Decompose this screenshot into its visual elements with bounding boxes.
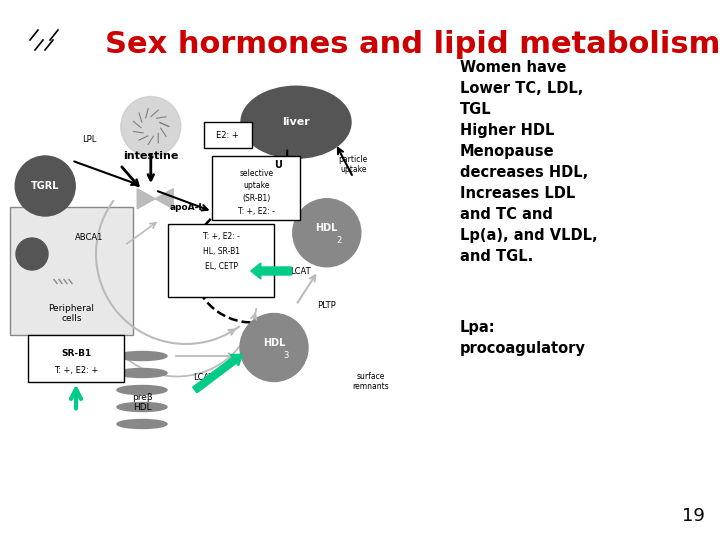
- Text: Women have
Lower TC, LDL,
TGL
Higher HDL
Menopause
decreases HDL,
Increases LDL
: Women have Lower TC, LDL, TGL Higher HDL…: [460, 60, 598, 264]
- Text: Peripheral
cells: Peripheral cells: [49, 304, 94, 323]
- Text: uptake: uptake: [243, 181, 270, 191]
- Polygon shape: [138, 189, 156, 209]
- Circle shape: [15, 156, 75, 216]
- Bar: [168, 224, 274, 296]
- FancyArrow shape: [193, 354, 243, 393]
- Text: Lpa:
procoagulatory: Lpa: procoagulatory: [460, 320, 586, 356]
- Text: T: +, E2: -: T: +, E2: -: [238, 207, 275, 216]
- Text: LPL: LPL: [82, 135, 96, 144]
- Text: apoA-I: apoA-I: [170, 202, 202, 212]
- Circle shape: [240, 314, 308, 381]
- Ellipse shape: [121, 97, 181, 157]
- Text: E2: +: E2: +: [217, 131, 239, 139]
- Ellipse shape: [241, 86, 351, 158]
- Text: ABCA1: ABCA1: [75, 233, 104, 241]
- Text: selective: selective: [239, 168, 274, 178]
- Ellipse shape: [117, 402, 167, 411]
- Text: EL, CETP: EL, CETP: [204, 262, 238, 271]
- Text: 2: 2: [336, 237, 341, 245]
- Text: (SR-B1): (SR-B1): [242, 194, 271, 203]
- Bar: [10, 207, 133, 335]
- Text: liver: liver: [282, 117, 310, 127]
- Text: HDL: HDL: [315, 222, 338, 233]
- Text: TGRL: TGRL: [31, 181, 60, 191]
- Text: 3: 3: [283, 351, 289, 360]
- Text: T: +, E2: -: T: +, E2: -: [203, 233, 240, 241]
- Ellipse shape: [117, 352, 167, 361]
- Ellipse shape: [117, 386, 167, 395]
- Ellipse shape: [117, 368, 167, 377]
- Text: PLTP: PLTP: [318, 300, 336, 309]
- Text: SR-B1: SR-B1: [61, 349, 91, 359]
- Bar: [27, 335, 125, 381]
- Text: HL, SR-B1: HL, SR-B1: [203, 247, 240, 256]
- Text: preβ
HDL: preβ HDL: [132, 393, 153, 413]
- Ellipse shape: [117, 420, 167, 429]
- Text: surface
remnants: surface remnants: [352, 372, 390, 391]
- FancyArrow shape: [251, 263, 292, 279]
- Text: LCAT: LCAT: [290, 267, 311, 275]
- Text: 19: 19: [682, 507, 705, 525]
- Text: HDL: HDL: [263, 338, 285, 348]
- Text: T: +, E2: +: T: +, E2: +: [54, 366, 98, 375]
- Circle shape: [16, 238, 48, 270]
- Circle shape: [335, 346, 407, 417]
- Bar: [212, 156, 300, 220]
- Bar: [204, 122, 252, 148]
- Text: intestine: intestine: [123, 151, 179, 161]
- Text: U: U: [274, 160, 282, 170]
- Circle shape: [293, 199, 361, 267]
- Text: Sex hormones and lipid metabolism: Sex hormones and lipid metabolism: [105, 30, 720, 59]
- Polygon shape: [156, 189, 174, 209]
- Text: LCAT: LCAT: [193, 373, 214, 382]
- Text: particle
uptake: particle uptake: [338, 155, 368, 174]
